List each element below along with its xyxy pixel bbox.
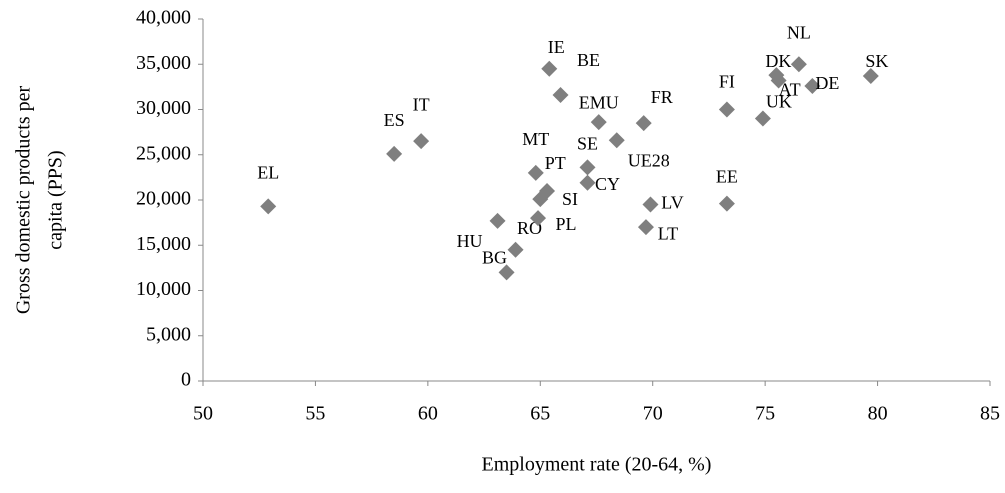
point [527, 164, 544, 181]
point-label: EE [716, 167, 738, 187]
x-tick-label: 80 [868, 403, 888, 425]
point-label: SE [577, 134, 598, 154]
point-label: DE [815, 73, 839, 93]
x-tick-label: 55 [305, 403, 325, 425]
point [637, 219, 654, 236]
point [260, 198, 277, 215]
point [590, 114, 607, 131]
y-tick-label: 15,000 [136, 233, 191, 255]
y-tick-label: 20,000 [136, 188, 191, 210]
point-label: IT [413, 94, 430, 114]
point [754, 110, 771, 127]
y-tick-label: 5,000 [146, 323, 191, 345]
y-axis-label: capita (PPS) [45, 150, 67, 249]
point-label: DK [765, 51, 791, 71]
point [507, 241, 524, 258]
point [770, 72, 787, 89]
point-label: UK [766, 92, 792, 112]
y-tick-label: 35,000 [136, 52, 191, 74]
point-label: FI [719, 72, 735, 92]
point [608, 132, 625, 149]
point-label: LT [658, 223, 678, 243]
y-tick-label: 40,000 [136, 7, 191, 29]
point [718, 195, 735, 212]
point [552, 87, 569, 104]
point-label: AT [779, 80, 801, 100]
point [718, 101, 735, 118]
x-tick-label: 50 [193, 403, 213, 425]
point [642, 196, 659, 213]
point-label: EMU [579, 92, 619, 112]
x-tick-label: 65 [530, 403, 550, 425]
point-label: UE28 [628, 150, 670, 170]
y-tick-label: 10,000 [136, 278, 191, 300]
point-label: CY [595, 174, 620, 194]
point [489, 212, 506, 229]
point [539, 182, 556, 199]
y-tick-label: 0 [181, 369, 191, 391]
point-label: NL [787, 22, 811, 42]
point-label: BE [577, 50, 600, 70]
x-tick-label: 75 [755, 403, 775, 425]
point [862, 68, 879, 85]
x-tick-label: 70 [643, 403, 663, 425]
point [579, 159, 596, 176]
point-label: MT [522, 129, 549, 149]
y-axis-label: Gross domestic products per [13, 86, 35, 315]
point [413, 133, 430, 150]
point-label: PL [556, 214, 577, 234]
point-label: ES [384, 110, 405, 130]
y-tick-label: 25,000 [136, 142, 191, 164]
point [386, 145, 403, 162]
point-label: FR [651, 87, 673, 107]
point [579, 174, 596, 191]
point-label: LV [661, 193, 683, 213]
point [541, 60, 558, 77]
point-label: HU [457, 231, 483, 251]
point [635, 115, 652, 132]
point-label: SK [865, 51, 888, 71]
point [804, 77, 821, 94]
y-tick-label: 30,000 [136, 97, 191, 119]
point-label: SI [562, 189, 578, 209]
point-label: EL [257, 162, 279, 182]
point [530, 210, 547, 227]
point [498, 264, 515, 281]
point-label: PT [545, 153, 566, 173]
x-tick-label: 85 [980, 403, 1000, 425]
x-axis-label: Employment rate (20-64, %) [482, 454, 712, 476]
x-tick-label: 60 [418, 403, 438, 425]
point-label: IE [548, 37, 565, 57]
point-label: BG [482, 248, 507, 268]
point [790, 56, 807, 73]
